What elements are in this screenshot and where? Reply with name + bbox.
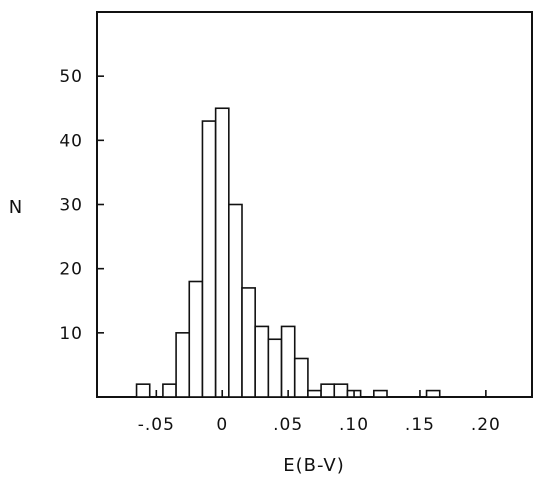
y-axis-title: N (9, 197, 23, 218)
histogram-bar-3 (175, 332, 191, 398)
x-tick-label-5: .20 (471, 415, 501, 435)
histogram-bar-2 (162, 383, 177, 398)
x-axis-ticks: -.05 0 .05 .10 .15 .20 (138, 390, 501, 435)
histogram-bar-8 (241, 287, 256, 398)
x-tick-label-4: .15 (405, 415, 435, 435)
x-tick-label-0: -.05 (138, 415, 175, 435)
y-tick-label-3: 40 (59, 131, 83, 151)
y-tick-label-0: 10 (59, 324, 83, 344)
y-tick-label-4: 50 (59, 67, 83, 87)
x-axis-title: E(B-V) (283, 455, 345, 476)
histogram-bar-10 (267, 338, 283, 398)
histogram-bar-0 (135, 383, 151, 398)
histogram-bar-7 (228, 203, 243, 398)
y-tick-label-2: 30 (59, 196, 83, 216)
x-tick-label-3: .10 (339, 415, 369, 435)
histogram-bar-11 (280, 325, 296, 398)
histogram-bar-15 (333, 383, 349, 398)
x-tick-label-2: .05 (273, 415, 303, 435)
x-tick-label-1: 0 (216, 415, 228, 435)
histogram-bar-5 (201, 120, 217, 398)
plot-frame (96, 11, 533, 398)
histogram-bar-4 (188, 280, 204, 398)
histogram-bar-13 (307, 389, 322, 398)
y-axis-ticks: 10 20 30 40 50 (59, 67, 104, 344)
histogram-bar-9 (254, 325, 270, 398)
histogram-bar-12 (293, 357, 309, 398)
histogram-bar-22 (425, 389, 441, 398)
y-tick-label-1: 20 (59, 260, 83, 280)
histogram-bar-14 (320, 383, 336, 398)
histogram-bar-6 (214, 107, 230, 398)
histogram-bars (135, 107, 441, 398)
histogram-bar-18 (373, 389, 388, 398)
